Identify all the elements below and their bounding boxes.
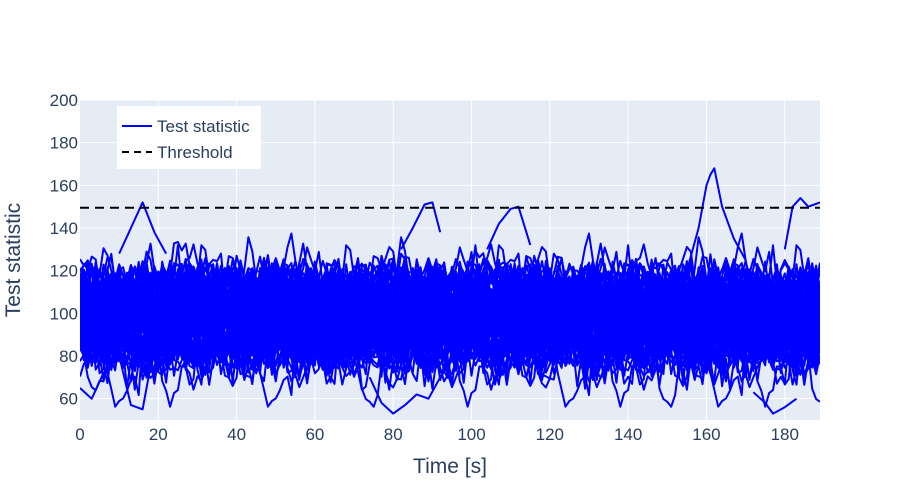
test-statistic-excursion: [685, 167, 747, 271]
x-tick-label: 60: [305, 425, 324, 444]
y-tick-label: 200: [50, 91, 78, 110]
test-statistic-trace: [80, 255, 820, 408]
test-statistic-excursion: [752, 391, 798, 415]
test-statistic-trace: [80, 266, 820, 376]
test-statistic-traces: [80, 167, 820, 415]
y-tick-label: 100: [50, 304, 78, 323]
test-statistic-excursion: [486, 205, 532, 250]
legend-box: [117, 106, 261, 169]
x-axis-title: Time [s]: [413, 455, 487, 478]
test-statistic-excursion: [400, 201, 442, 250]
y-tick-labels: 60 80 100 120 140 160 180 200: [50, 91, 78, 409]
y-tick-label: 80: [59, 347, 78, 366]
legend-label-threshold: Threshold: [157, 143, 233, 162]
test-statistic-trace: [80, 246, 820, 390]
test-statistic-excursion: [783, 197, 820, 250]
x-tick-label: 100: [457, 425, 485, 444]
test-statistic-excursion: [118, 201, 167, 255]
x-tick-label: 20: [149, 425, 168, 444]
x-tick-label: 40: [227, 425, 246, 444]
legend: Test statistic Threshold: [117, 106, 261, 169]
y-tick-label: 140: [50, 219, 78, 238]
y-tick-label: 60: [59, 390, 78, 409]
x-tick-label: 140: [614, 425, 642, 444]
legend-label-test-statistic: Test statistic: [157, 117, 250, 136]
test-statistic-trace: [80, 261, 820, 369]
x-tick-label: 120: [536, 425, 564, 444]
x-tick-labels: 0 20 40 60 80 100 120 140 160 180: [75, 425, 799, 444]
x-tick-label: 180: [771, 425, 799, 444]
test-statistic-excursion: [80, 344, 160, 411]
x-tick-label: 0: [75, 425, 84, 444]
y-tick-label: 180: [50, 134, 78, 153]
test-statistic-excursion: [368, 359, 453, 415]
y-tick-label: 160: [50, 176, 78, 195]
x-tick-label: 160: [692, 425, 720, 444]
y-tick-label: 120: [50, 262, 78, 281]
y-axis-title: Test statistic: [2, 203, 25, 317]
x-tick-label: 80: [384, 425, 403, 444]
